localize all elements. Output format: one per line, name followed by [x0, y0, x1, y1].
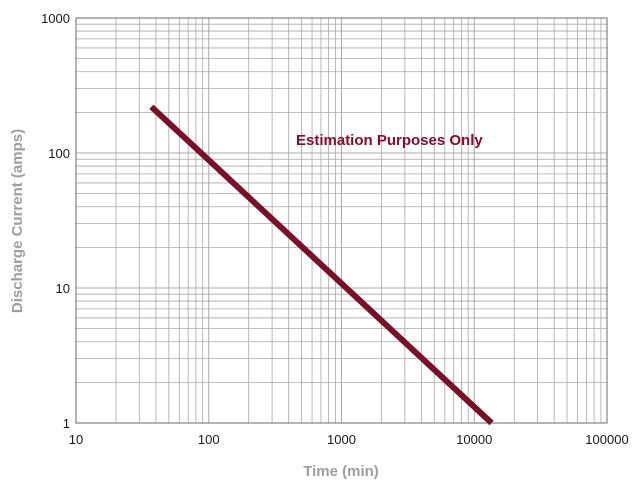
y-tick-label: 1000 — [41, 11, 70, 26]
x-tick-label: 100 — [198, 432, 220, 447]
data-series — [149, 104, 494, 426]
x-tick-label: 1000 — [327, 432, 356, 447]
y-axis-title: Discharge Current (amps) — [9, 129, 26, 313]
y-tick-label: 100 — [48, 146, 70, 161]
x-tick-label: 100000 — [585, 432, 628, 447]
grid-lines — [76, 18, 607, 423]
x-tick-label: 10000 — [456, 432, 492, 447]
y-tick-label: 10 — [56, 281, 70, 296]
series-line — [149, 104, 494, 426]
plot-frame — [75, 17, 608, 424]
annotation-label: Estimation Purposes Only — [296, 132, 483, 149]
x-axis-title: Time (min) — [303, 463, 379, 480]
x-tick-label: 10 — [69, 432, 83, 447]
y-tick-label: 1 — [63, 416, 70, 431]
